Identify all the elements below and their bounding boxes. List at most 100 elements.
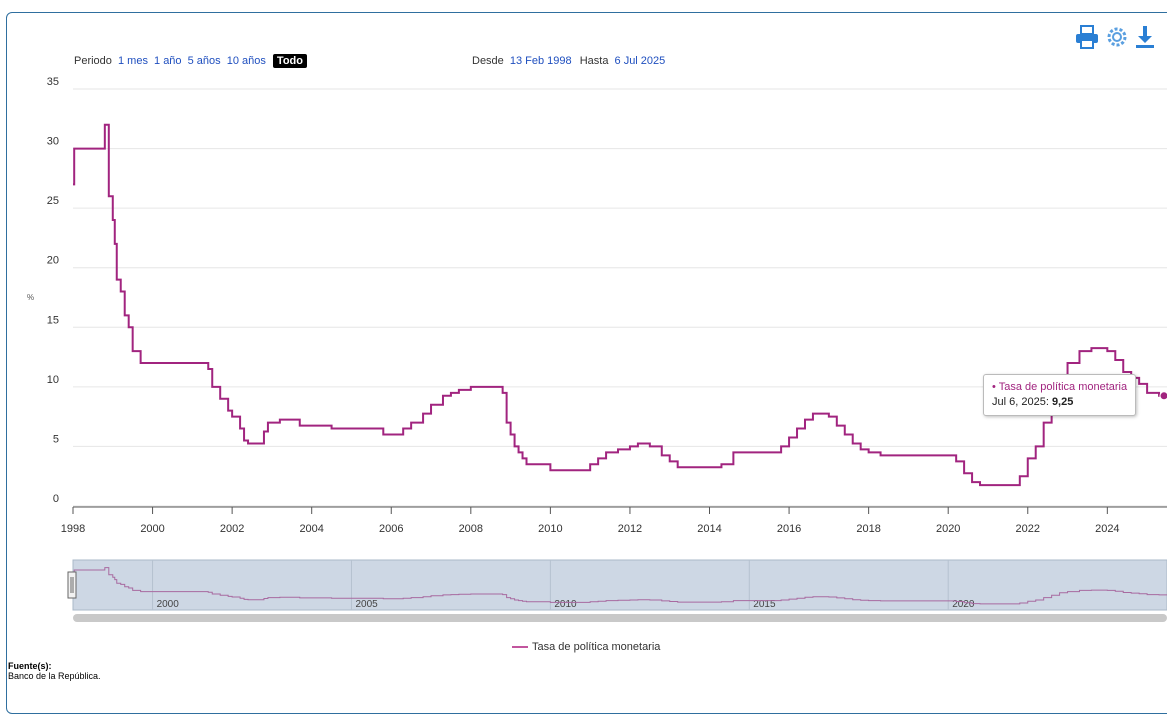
data-point	[243, 439, 245, 441]
data-point	[490, 386, 492, 388]
data-point	[1146, 392, 1148, 394]
data-point	[152, 362, 154, 364]
data-point	[987, 484, 989, 486]
data-point	[422, 413, 424, 415]
y-tick-label: 25	[47, 195, 59, 207]
data-point	[1078, 350, 1080, 352]
data-point	[116, 279, 118, 281]
data-point	[470, 386, 472, 388]
data-point	[299, 425, 301, 427]
navigator-scrollbar[interactable]	[73, 614, 1167, 622]
data-point	[836, 425, 838, 427]
x-tick-label: 2016	[777, 523, 801, 535]
y-tick-label: 15	[47, 314, 59, 326]
data-point	[211, 386, 213, 388]
data-point	[402, 428, 404, 430]
data-point	[382, 434, 384, 436]
data-point	[120, 291, 122, 293]
data-point	[350, 428, 352, 430]
data-point	[311, 425, 313, 427]
data-point	[677, 466, 679, 468]
data-point	[533, 463, 535, 465]
y-tick-label: 5	[53, 433, 59, 445]
y-tick-label: 10	[47, 374, 59, 386]
data-point	[1027, 457, 1029, 459]
data-point	[1011, 484, 1013, 486]
rate-chart[interactable]: 0 5 10 15 20 25 30 35% 1998 2000 2002 2004 2006 2008 2…	[0, 0, 1167, 688]
data-point	[947, 454, 949, 456]
data-point	[114, 243, 116, 245]
data-point	[112, 219, 114, 221]
y-tick-label: 35	[47, 76, 59, 88]
y-axis-label: %	[27, 293, 34, 302]
legend-label: Tasa de política monetaria	[532, 641, 660, 653]
data-point	[247, 442, 249, 444]
data-point	[502, 392, 504, 394]
navigator-tick-label: 2005	[355, 599, 378, 610]
data-point	[1114, 359, 1116, 361]
data-point	[82, 148, 84, 150]
data-point	[510, 434, 512, 436]
data-point	[390, 434, 392, 436]
data-point	[526, 463, 528, 465]
data-point	[522, 457, 524, 459]
source-note: Fuente(s): Banco de la República.	[8, 661, 101, 681]
data-point	[1067, 362, 1069, 364]
y-tick-label: 20	[47, 255, 59, 267]
data-point	[649, 445, 651, 447]
data-point	[108, 195, 110, 197]
data-point	[720, 463, 722, 465]
data-point	[207, 368, 209, 370]
data-point	[231, 416, 233, 418]
data-point	[669, 460, 671, 462]
data-point	[828, 416, 830, 418]
x-tick-label: 2000	[140, 523, 164, 535]
tooltip-value: 9,25	[1052, 396, 1073, 408]
data-point	[1106, 350, 1108, 352]
hover-marker	[1160, 392, 1167, 400]
data-point	[148, 362, 150, 364]
tooltip-series-label: • Tasa de política monetaria	[992, 380, 1127, 395]
source-title: Fuente(s):	[8, 661, 101, 671]
legend-item[interactable]: Tasa de política monetaria	[512, 641, 660, 653]
data-point	[1043, 422, 1045, 424]
data-point	[430, 404, 432, 406]
y-tick-label: 0	[53, 493, 59, 505]
data-point	[1090, 347, 1092, 349]
data-point	[796, 428, 798, 430]
data-point	[362, 428, 364, 430]
x-tick-label: 2012	[618, 523, 642, 535]
data-point	[629, 445, 631, 447]
data-point	[104, 124, 106, 126]
data-point	[128, 326, 130, 328]
x-tick-label: 2022	[1016, 523, 1040, 535]
x-tick-label: 2006	[379, 523, 403, 535]
data-point	[907, 454, 909, 456]
data-point	[860, 448, 862, 450]
x-tick-label: 2018	[856, 523, 880, 535]
tooltip-date: Jul 6, 2025:	[992, 396, 1049, 408]
source-text: Banco de la República.	[8, 671, 101, 681]
data-point	[1019, 475, 1021, 477]
data-point	[605, 451, 607, 453]
data-point	[561, 469, 563, 471]
x-tick-label: 2014	[697, 523, 721, 535]
navigator-tick-label: 2010	[554, 599, 577, 610]
data-point	[709, 466, 711, 468]
data-point	[132, 350, 134, 352]
data-point	[255, 442, 257, 444]
data-point	[458, 389, 460, 391]
data-point	[1138, 383, 1140, 385]
x-tick-label: 2002	[220, 523, 244, 535]
data-point	[514, 445, 516, 447]
y-tick-label: 30	[47, 136, 59, 148]
data-point	[780, 445, 782, 447]
data-point	[72, 183, 74, 185]
navigator-left-handle[interactable]	[68, 572, 76, 598]
data-point	[279, 419, 281, 421]
data-point	[963, 472, 965, 474]
data-point	[331, 428, 333, 430]
x-tick-label: 2010	[538, 523, 562, 535]
data-point	[979, 484, 981, 486]
data-point	[617, 448, 619, 450]
